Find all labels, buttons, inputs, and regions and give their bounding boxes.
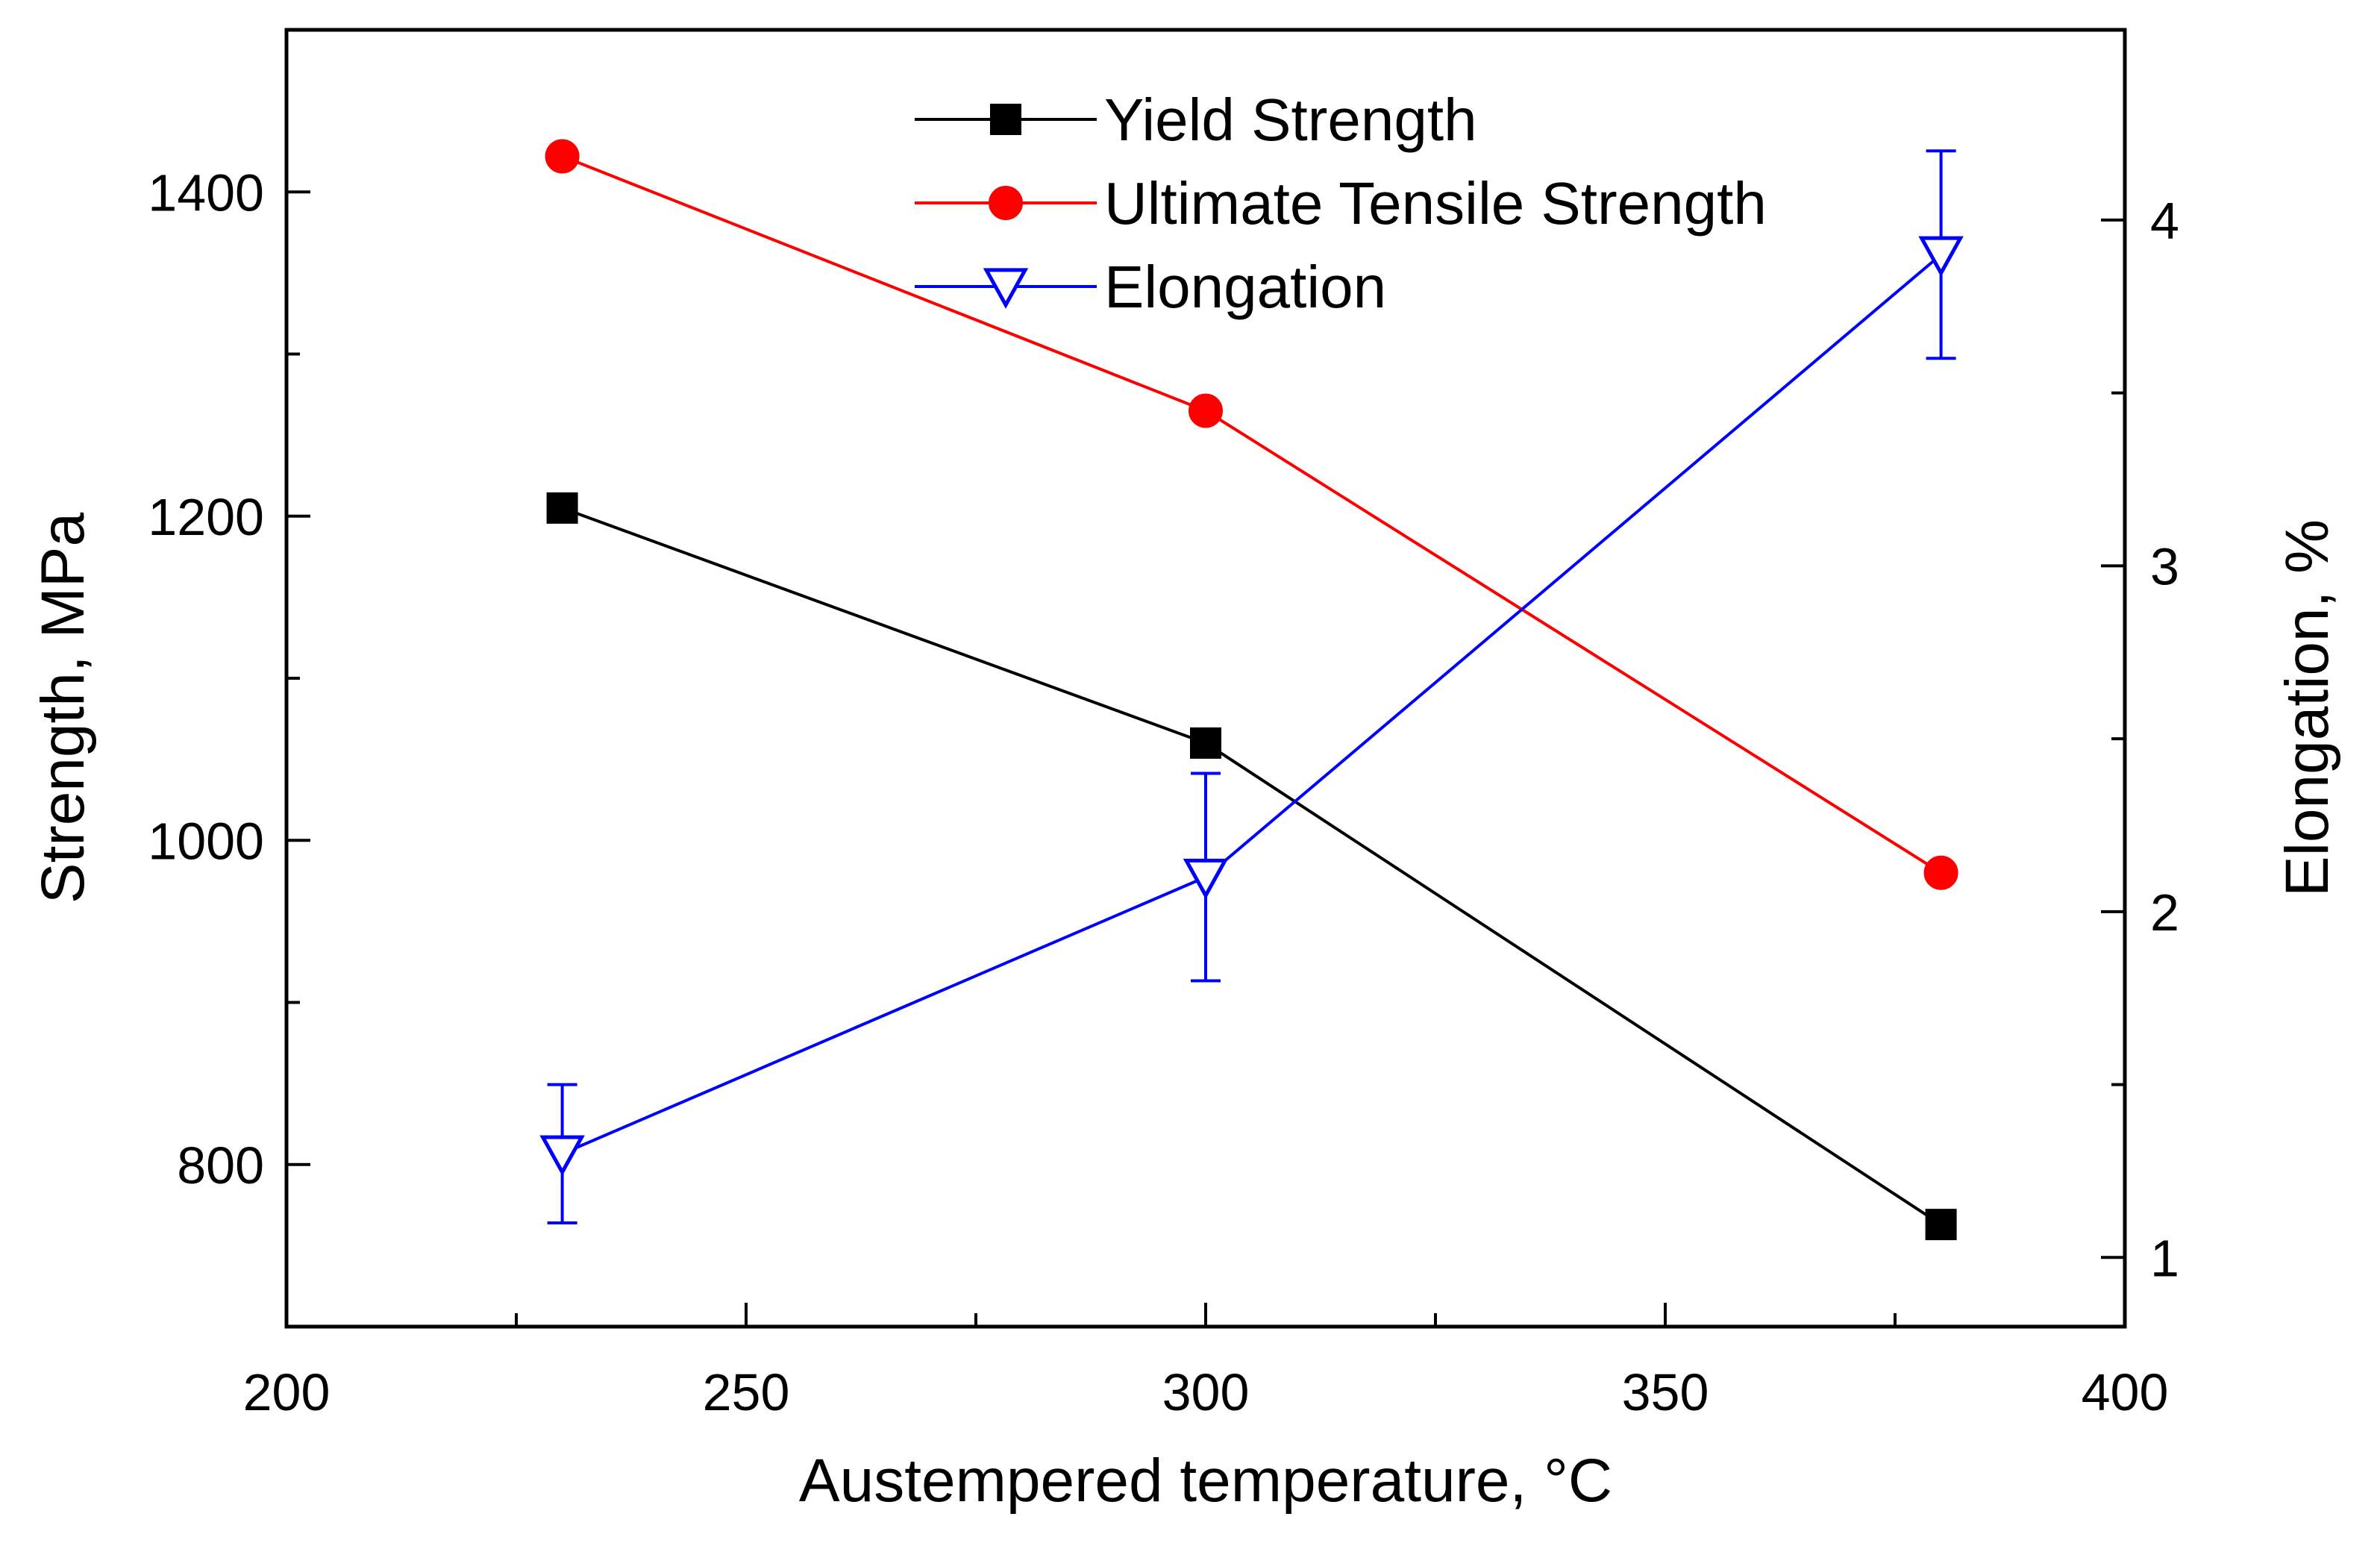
x-tick-label: 250 <box>703 1363 790 1421</box>
y-left-tick-label: 800 <box>177 1136 264 1195</box>
data-point-yield-strength <box>1925 1209 1957 1241</box>
legend-entry-elongation: Elongation <box>915 254 1386 320</box>
series-line-yield-strength <box>561 507 1942 1226</box>
series-ultimate-tensile-strength <box>545 139 1958 890</box>
legend-marker <box>990 104 1021 135</box>
legend-label: Elongation <box>1104 254 1386 320</box>
legend: Yield Strength Ultimate Tensile Strength E… <box>915 87 1767 320</box>
plot-area: 200 250 300 350 400 800 1000 1200 1400 1 2 3 4 Austem… <box>29 28 2341 1515</box>
legend-entry-yield-strength: Yield Strength <box>915 87 1477 153</box>
y-left-tick-label: 1000 <box>148 812 264 870</box>
legend-label: Ultimate Tensile Strength <box>1104 170 1767 237</box>
data-point-elongation <box>539 1135 585 1177</box>
y-right-tick-label: 1 <box>2150 1229 2179 1287</box>
legend-marker <box>989 186 1023 220</box>
y-right-axis-title: Elongation, % <box>2273 519 2341 897</box>
data-point-elongation <box>1918 236 1964 278</box>
y-left-tick-label: 1400 <box>148 163 264 222</box>
data-point-ultimate-tensile-strength <box>1189 393 1223 428</box>
x-axis-title: Austempered temperature, °C <box>799 1447 1612 1515</box>
data-point-elongation <box>1183 858 1229 900</box>
data-point-yield-strength <box>1190 727 1221 759</box>
x-tick-label: 400 <box>2082 1363 2169 1421</box>
y-right-tick-label: 4 <box>2150 192 2179 250</box>
series-line-elongation <box>561 253 1942 1156</box>
y-right-tick-label: 2 <box>2150 883 2179 942</box>
data-point-ultimate-tensile-strength <box>545 139 580 174</box>
y-left-tick-label: 1200 <box>148 488 264 546</box>
x-tick-label: 200 <box>243 1363 331 1421</box>
legend-label: Yield Strength <box>1104 87 1477 153</box>
data-point-ultimate-tensile-strength <box>1923 855 1958 890</box>
legend-marker <box>983 268 1029 309</box>
y-right-tick-label: 3 <box>2150 537 2179 595</box>
legend-entry-ultimate-tensile-strength: Ultimate Tensile Strength <box>915 170 1767 237</box>
series-yield-strength <box>546 492 1957 1241</box>
x-tick-label: 300 <box>1162 1363 1250 1421</box>
series-elongation <box>539 149 1964 1224</box>
x-tick-label: 350 <box>1622 1363 1709 1421</box>
y-left-axis-title: Strength, MPa <box>29 513 97 904</box>
data-point-yield-strength <box>546 492 578 524</box>
